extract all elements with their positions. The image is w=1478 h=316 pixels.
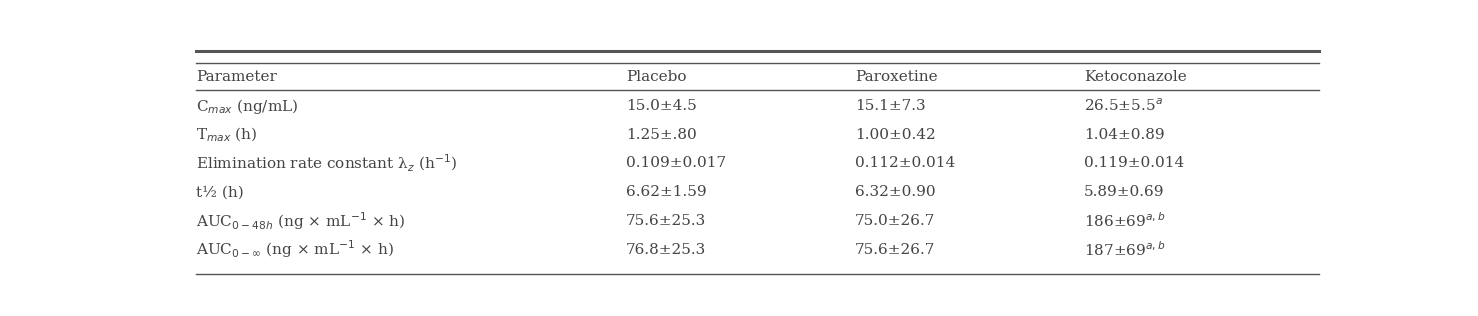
Text: 6.62±1.59: 6.62±1.59 bbox=[625, 185, 706, 199]
Text: AUC$_{0-∞}$ (ng × mL$^{-1}$ × h): AUC$_{0-∞}$ (ng × mL$^{-1}$ × h) bbox=[197, 239, 395, 260]
Text: 1.04±0.89: 1.04±0.89 bbox=[1083, 128, 1165, 142]
Text: 15.0±4.5: 15.0±4.5 bbox=[625, 99, 696, 113]
Text: Elimination rate constant λ$_{z}$ (h$^{-1}$): Elimination rate constant λ$_{z}$ (h$^{-… bbox=[197, 153, 458, 174]
Text: C$_{max}$ (ng/mL): C$_{max}$ (ng/mL) bbox=[197, 97, 299, 116]
Text: 76.8±25.3: 76.8±25.3 bbox=[625, 243, 706, 257]
Text: Placebo: Placebo bbox=[625, 70, 686, 84]
Text: 75.6±25.3: 75.6±25.3 bbox=[625, 214, 706, 228]
Text: 15.1±7.3: 15.1±7.3 bbox=[854, 99, 925, 113]
Text: 0.112±0.014: 0.112±0.014 bbox=[854, 156, 955, 170]
Text: AUC$_{0-48h}$ (ng × mL$^{-1}$ × h): AUC$_{0-48h}$ (ng × mL$^{-1}$ × h) bbox=[197, 210, 405, 232]
Text: Parameter: Parameter bbox=[197, 70, 276, 84]
Text: 187±69$^{a, b}$: 187±69$^{a, b}$ bbox=[1083, 240, 1166, 259]
Text: Paroxetine: Paroxetine bbox=[854, 70, 937, 84]
Text: 186±69$^{a, b}$: 186±69$^{a, b}$ bbox=[1083, 211, 1166, 230]
Text: 75.6±26.7: 75.6±26.7 bbox=[854, 243, 936, 257]
Text: 26.5±5.5$^{a}$: 26.5±5.5$^{a}$ bbox=[1083, 98, 1163, 114]
Text: 0.119±0.014: 0.119±0.014 bbox=[1083, 156, 1184, 170]
Text: t½ (h): t½ (h) bbox=[197, 185, 244, 199]
Text: Ketoconazole: Ketoconazole bbox=[1083, 70, 1187, 84]
Text: 1.25±.80: 1.25±.80 bbox=[625, 128, 696, 142]
Text: 0.109±0.017: 0.109±0.017 bbox=[625, 156, 726, 170]
Text: 5.89±0.69: 5.89±0.69 bbox=[1083, 185, 1165, 199]
Text: 75.0±26.7: 75.0±26.7 bbox=[854, 214, 936, 228]
Text: 6.32±0.90: 6.32±0.90 bbox=[854, 185, 936, 199]
Text: T$_{max}$ (h): T$_{max}$ (h) bbox=[197, 125, 257, 144]
Text: 1.00±0.42: 1.00±0.42 bbox=[854, 128, 936, 142]
